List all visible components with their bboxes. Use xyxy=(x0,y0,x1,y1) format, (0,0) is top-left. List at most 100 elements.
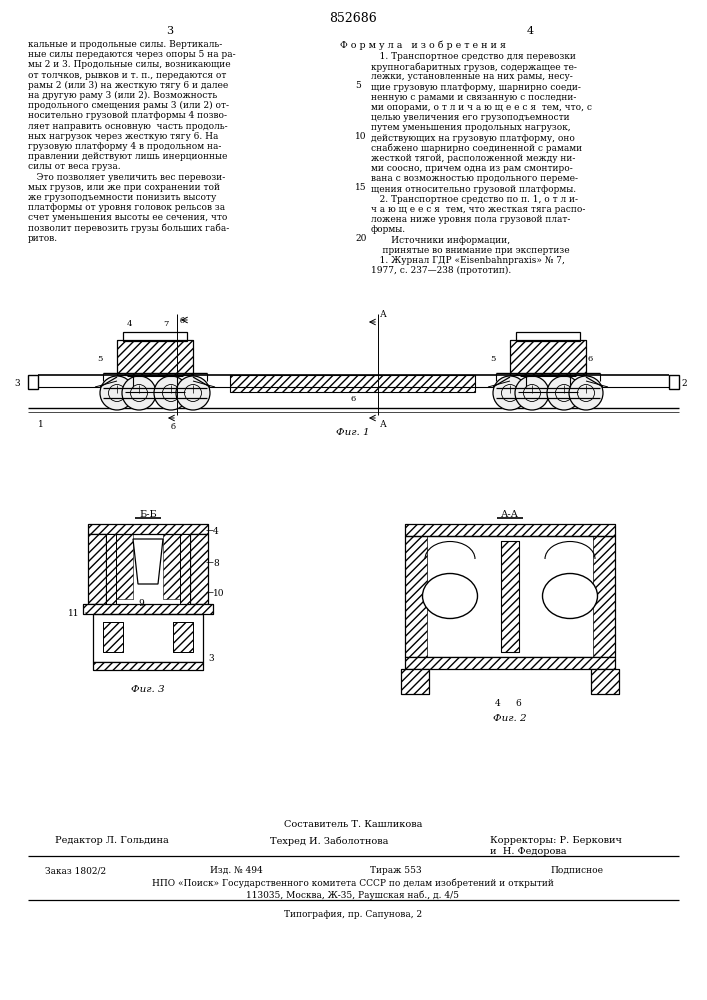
Text: рамы 2 (или 3) на жесткую тягу 6 и далее: рамы 2 (или 3) на жесткую тягу 6 и далее xyxy=(28,81,228,90)
Text: 5: 5 xyxy=(491,355,496,363)
Bar xyxy=(510,340,586,375)
Text: 3: 3 xyxy=(166,26,173,36)
Text: грузовую платформу 4 в продольном на-: грузовую платформу 4 в продольном на- xyxy=(28,142,221,151)
Text: Заказ 1802/2: Заказ 1802/2 xyxy=(45,866,106,875)
Circle shape xyxy=(515,376,549,410)
Bar xyxy=(190,534,208,604)
Text: НПО «Поиск» Государственного комитета СССР по делам изобретений и открытий: НПО «Поиск» Государственного комитета СС… xyxy=(152,879,554,888)
Text: ложена ниже уровня пола грузовой плат-: ложена ниже уровня пола грузовой плат- xyxy=(371,215,571,224)
Text: 6: 6 xyxy=(588,355,593,363)
Text: 15: 15 xyxy=(355,183,367,192)
Text: Составитель Т. Кашликова: Составитель Т. Кашликова xyxy=(284,820,422,829)
Text: 7: 7 xyxy=(163,320,168,328)
Text: Это позволяет увеличить вес перевози-: Это позволяет увеличить вес перевози- xyxy=(28,173,226,182)
Text: снабжено шарнирно соединенной с рамами: снабжено шарнирно соединенной с рамами xyxy=(371,144,582,153)
Text: Редактор Л. Гольдина: Редактор Л. Гольдина xyxy=(55,836,169,845)
Text: 2: 2 xyxy=(681,379,686,388)
Bar xyxy=(405,524,615,536)
Bar xyxy=(516,332,580,341)
Text: 1977, с. 237—238 (прототип).: 1977, с. 237—238 (прототип). xyxy=(371,266,511,275)
Text: А-А: А-А xyxy=(501,510,519,519)
Text: ные силы передаются через опоры 5 на ра-: ные силы передаются через опоры 5 на ра- xyxy=(28,50,235,59)
Text: мы 2 и 3. Продольные силы, возникающие: мы 2 и 3. Продольные силы, возникающие xyxy=(28,60,230,69)
Ellipse shape xyxy=(423,574,477,618)
Text: на другую раму 3 (или 2). Возможность: на другую раму 3 (или 2). Возможность xyxy=(28,91,217,100)
Text: 852686: 852686 xyxy=(329,12,377,25)
Text: от толчков, рывков и т. п., передаются от: от толчков, рывков и т. п., передаются о… xyxy=(28,71,226,80)
Bar xyxy=(405,657,615,669)
Text: лежки, установленные на них рамы, несу-: лежки, установленные на них рамы, несу- xyxy=(371,72,573,81)
Bar xyxy=(123,332,187,341)
Text: позволит перевозить грузы больших габа-: позволит перевозить грузы больших габа- xyxy=(28,224,229,233)
Text: крупногабаритных грузов, содержащее те-: крупногабаритных грузов, содержащее те- xyxy=(371,62,577,72)
Bar xyxy=(501,541,519,652)
Text: 5: 5 xyxy=(355,81,361,90)
Text: 4: 4 xyxy=(495,699,501,708)
Text: Техред И. Заболотнова: Техред И. Заболотнова xyxy=(270,836,388,846)
Bar xyxy=(405,524,615,536)
Text: и  Н. Федорова: и Н. Федорова xyxy=(490,847,566,856)
Text: Подписное: Подписное xyxy=(550,866,603,875)
Circle shape xyxy=(122,376,156,410)
Bar xyxy=(106,534,116,604)
Bar xyxy=(93,614,203,662)
Bar xyxy=(88,524,208,534)
Bar xyxy=(116,534,133,599)
Bar xyxy=(501,541,519,652)
Text: б: б xyxy=(170,423,175,431)
Text: ч а ю щ е е с я  тем, что жесткая тяга распо-: ч а ю щ е е с я тем, что жесткая тяга ра… xyxy=(371,205,585,214)
Bar xyxy=(93,662,203,670)
Text: А: А xyxy=(380,310,387,319)
Text: 4: 4 xyxy=(127,320,132,328)
Bar xyxy=(405,536,615,657)
Text: действующих на грузовую платформу, оно: действующих на грузовую платформу, оно xyxy=(371,134,575,143)
Text: мых грузов, или же при сохранении той: мых грузов, или же при сохранении той xyxy=(28,183,220,192)
Text: Изд. № 494: Изд. № 494 xyxy=(210,866,263,875)
Text: Фиг. 3: Фиг. 3 xyxy=(132,685,165,694)
Bar xyxy=(88,534,106,604)
Text: вана с возможностью продольного переме-: вана с возможностью продольного переме- xyxy=(371,174,578,183)
Bar xyxy=(83,604,213,614)
Text: ми соосно, причем одна из рам смонтиро-: ми соосно, причем одна из рам смонтиро- xyxy=(371,164,573,173)
Text: силы от веса груза.: силы от веса груза. xyxy=(28,162,121,171)
Text: 2. Транспортное средство по п. 1, о т л и-: 2. Транспортное средство по п. 1, о т л … xyxy=(371,195,578,204)
Text: жесткой тягой, расположенной между ни-: жесткой тягой, расположенной между ни- xyxy=(371,154,575,163)
Text: ритов.: ритов. xyxy=(28,234,58,243)
Text: правлении действуют лишь инерционные: правлении действуют лишь инерционные xyxy=(28,152,228,161)
Bar xyxy=(593,536,615,657)
Circle shape xyxy=(176,376,210,410)
Text: носительно грузовой платформы 4 позво-: носительно грузовой платформы 4 позво- xyxy=(28,111,227,120)
Bar xyxy=(180,534,190,604)
Bar xyxy=(106,534,116,604)
Bar xyxy=(190,534,208,604)
Bar xyxy=(401,669,429,694)
Text: щие грузовую платформу, шарнирно соеди-: щие грузовую платформу, шарнирно соеди- xyxy=(371,83,581,92)
Bar xyxy=(88,524,208,534)
Text: Ф о р м у л а   и з о б р е т е н и я: Ф о р м у л а и з о б р е т е н и я xyxy=(340,40,506,49)
Bar xyxy=(173,622,193,652)
Polygon shape xyxy=(133,539,163,584)
Bar xyxy=(669,375,679,389)
Text: 20: 20 xyxy=(355,234,366,243)
Text: Фиг. 2: Фиг. 2 xyxy=(493,714,527,723)
Bar xyxy=(405,657,615,669)
Bar xyxy=(103,622,123,652)
Text: Тираж 553: Тираж 553 xyxy=(370,866,421,875)
Bar xyxy=(230,375,475,392)
Ellipse shape xyxy=(542,574,597,618)
Text: кальные и продольные силы. Вертикаль-: кальные и продольные силы. Вертикаль- xyxy=(28,40,222,49)
Text: 4: 4 xyxy=(213,527,218,536)
Text: 6: 6 xyxy=(351,395,356,403)
Text: 11: 11 xyxy=(68,609,79,618)
Bar xyxy=(163,534,180,599)
Text: ми опорами, о т л и ч а ю щ е е с я  тем, что, с: ми опорами, о т л и ч а ю щ е е с я тем,… xyxy=(371,103,592,112)
Text: 10: 10 xyxy=(355,132,366,141)
Text: Корректоры: Р. Беркович: Корректоры: Р. Беркович xyxy=(490,836,622,845)
Bar xyxy=(117,340,193,375)
Bar xyxy=(510,340,586,375)
Bar xyxy=(88,534,106,604)
Text: ненную с рамами и связанную с последни-: ненную с рамами и связанную с последни- xyxy=(371,93,576,102)
Text: 1. Транспортное средство для перевозки: 1. Транспортное средство для перевозки xyxy=(371,52,576,61)
Text: счет уменьшения высоты ее сечения, что: счет уменьшения высоты ее сечения, что xyxy=(28,213,228,222)
Circle shape xyxy=(493,376,527,410)
